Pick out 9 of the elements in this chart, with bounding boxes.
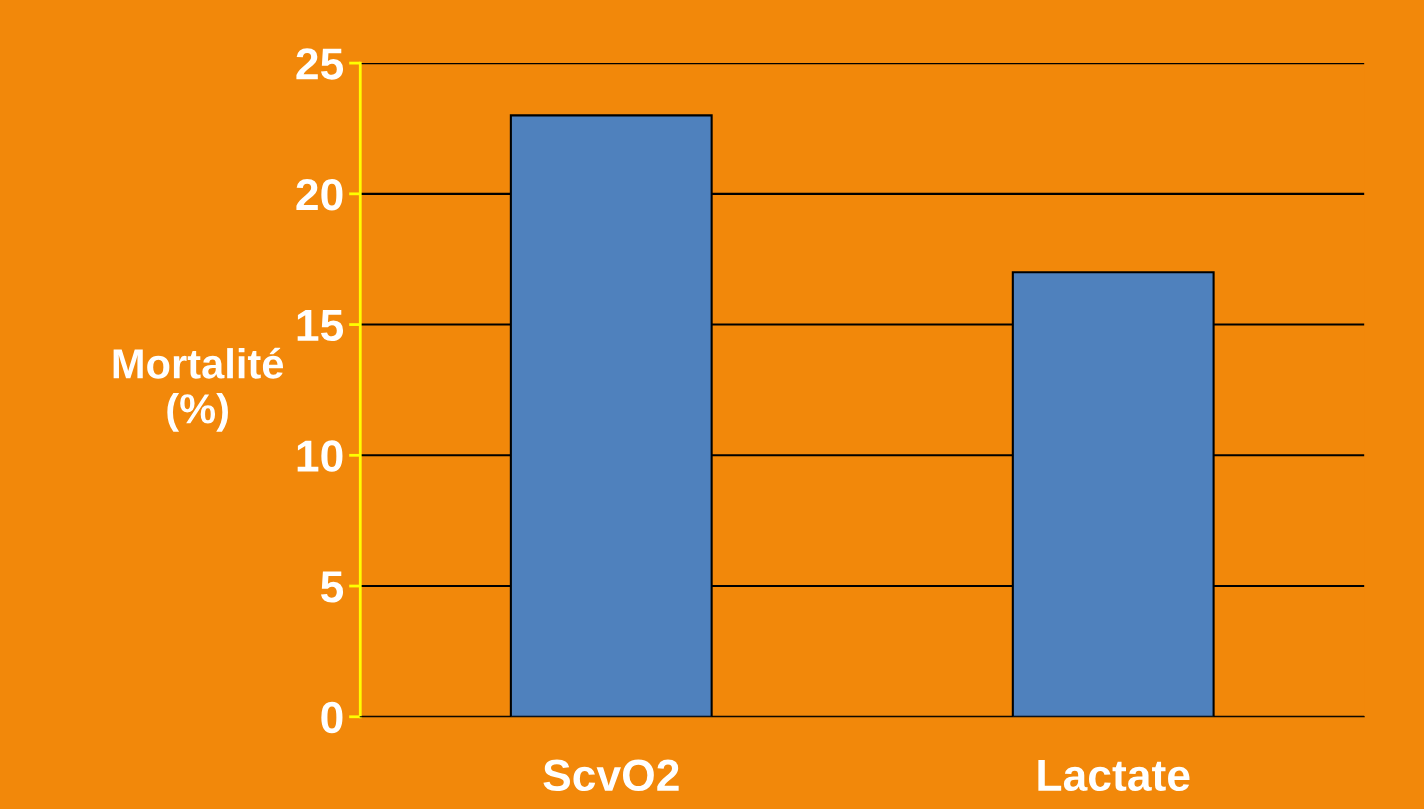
y-tick-label: 10: [297, 440, 343, 472]
x-tick-label: ScvO2: [543, 759, 679, 792]
y-tick-label: 15: [297, 310, 344, 342]
y-tick-label: 20: [296, 178, 343, 211]
y-axis-title: Mortalité (%): [113, 347, 284, 432]
y-tick-label: 0: [321, 701, 343, 734]
y-tick-label: 25: [296, 48, 344, 80]
x-tick-label: Lactate: [1038, 760, 1190, 792]
y-tick-label: 5: [320, 571, 344, 603]
